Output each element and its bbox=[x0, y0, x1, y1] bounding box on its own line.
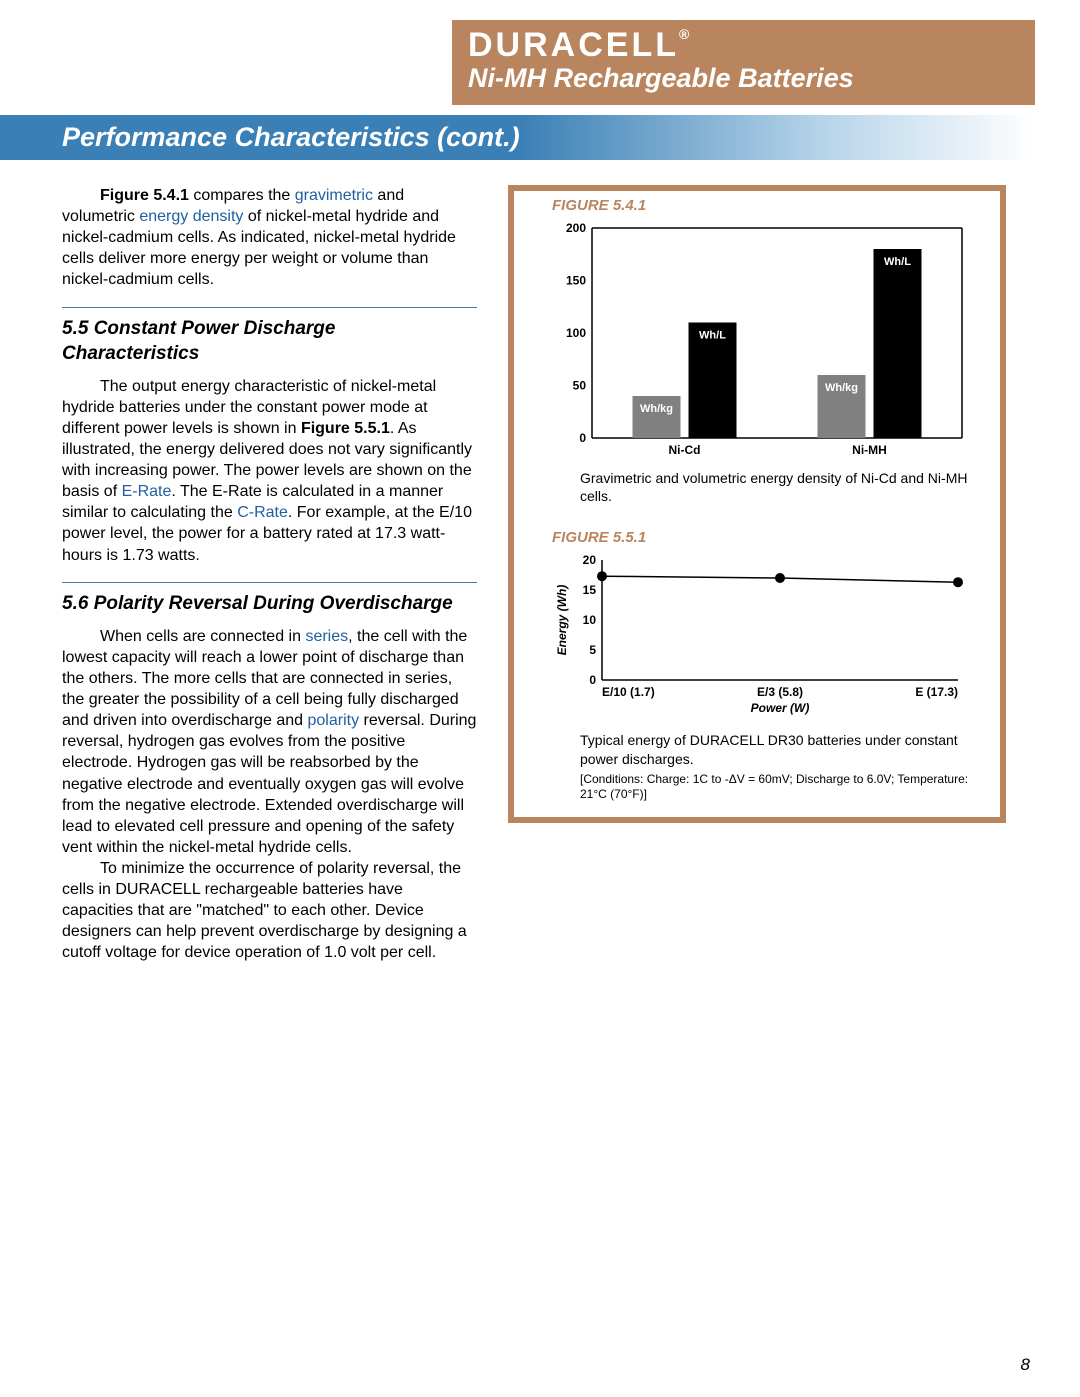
svg-text:Wh/kg: Wh/kg bbox=[640, 403, 673, 415]
svg-text:100: 100 bbox=[566, 326, 586, 340]
svg-text:E/3 (5.8): E/3 (5.8) bbox=[757, 685, 803, 699]
svg-text:5: 5 bbox=[589, 643, 596, 657]
svg-text:20: 20 bbox=[583, 553, 597, 567]
figure-label-541: FIGURE 5.4.1 bbox=[552, 197, 984, 214]
heading-5-5: 5.5 Constant Power Discharge Characteris… bbox=[62, 316, 477, 366]
svg-text:Power (W): Power (W) bbox=[751, 701, 810, 715]
svg-text:15: 15 bbox=[583, 583, 597, 597]
svg-text:200: 200 bbox=[566, 221, 586, 235]
paragraph-5-5: The output energy characteristic of nick… bbox=[62, 376, 477, 566]
svg-text:0: 0 bbox=[589, 673, 596, 687]
section-divider bbox=[62, 307, 477, 308]
svg-text:50: 50 bbox=[573, 379, 587, 393]
svg-text:Ni-Cd: Ni-Cd bbox=[669, 443, 701, 457]
text: When cells are connected in bbox=[100, 628, 305, 645]
svg-text:0: 0 bbox=[579, 431, 586, 445]
svg-text:E/10 (1.7): E/10 (1.7) bbox=[602, 685, 655, 699]
link-e-rate[interactable]: E-Rate bbox=[122, 483, 172, 500]
figure-caption-551: Typical energy of DURACELL DR30 batterie… bbox=[580, 731, 984, 767]
svg-text:E (17.3): E (17.3) bbox=[915, 685, 958, 699]
body-column: Figure 5.4.1 compares the gravimetric an… bbox=[62, 185, 477, 964]
svg-text:10: 10 bbox=[583, 613, 597, 627]
link-c-rate[interactable]: C-Rate bbox=[237, 504, 288, 521]
logo-text: DURACELL bbox=[468, 26, 679, 64]
svg-text:Wh/L: Wh/L bbox=[884, 256, 911, 268]
svg-text:Wh/L: Wh/L bbox=[699, 330, 726, 342]
text: compares the bbox=[189, 187, 295, 204]
figure-label-551: FIGURE 5.5.1 bbox=[552, 529, 984, 546]
brand-header: DURACELL® Ni-MH Rechargeable Batteries bbox=[452, 20, 1035, 105]
text: reversal. During reversal, hydrogen gas … bbox=[62, 712, 476, 856]
product-subtitle: Ni-MH Rechargeable Batteries bbox=[468, 63, 1035, 94]
figure-caption-541: Gravimetric and volumetric energy densit… bbox=[580, 469, 984, 505]
link-energy-density[interactable]: energy density bbox=[139, 208, 243, 225]
intro-paragraph: Figure 5.4.1 compares the gravimetric an… bbox=[62, 185, 477, 291]
section-divider bbox=[62, 582, 477, 583]
registered-mark: ® bbox=[679, 26, 692, 42]
svg-text:Energy (Wh): Energy (Wh) bbox=[555, 585, 569, 656]
chart-551: 0 5 10 15 20 Energy (Wh) E/10 (1.7) E/3 (5.8) E … bbox=[552, 550, 972, 725]
page-number: 8 bbox=[1021, 1355, 1030, 1375]
section-banner: Performance Characteristics (cont.) bbox=[0, 115, 1035, 160]
paragraph-5-6b: To minimize the occurrence of polarity r… bbox=[62, 858, 477, 964]
figure-ref: Figure 5.4.1 bbox=[100, 187, 189, 204]
link-gravimetric[interactable]: gravimetric bbox=[295, 187, 373, 204]
figure-ref: Figure 5.5.1 bbox=[301, 420, 390, 437]
paragraph-5-6a: When cells are connected in series, the … bbox=[62, 626, 477, 858]
chart-541: 0 50 100 150 200 Wh/kg Wh/L Ni-Cd Wh/kg Wh/L Ni-MH bbox=[552, 218, 972, 463]
figures-panel: FIGURE 5.4.1 050100150200Wh/kgWh/LNi-CdW… bbox=[508, 185, 1006, 823]
svg-text:Wh/kg: Wh/kg bbox=[825, 382, 858, 394]
svg-text:150: 150 bbox=[566, 274, 586, 288]
svg-text:Ni-MH: Ni-MH bbox=[852, 443, 887, 457]
heading-5-6: 5.6 Polarity Reversal During Overdischar… bbox=[62, 591, 477, 616]
link-series[interactable]: series bbox=[305, 628, 348, 645]
link-polarity[interactable]: polarity bbox=[308, 712, 360, 729]
section-title: Performance Characteristics (cont.) bbox=[62, 122, 520, 153]
brand-logo: DURACELL® bbox=[468, 26, 1035, 65]
figure-conditions-551: [Conditions: Charge: 1C to -ΔV = 60mV; D… bbox=[580, 772, 984, 803]
